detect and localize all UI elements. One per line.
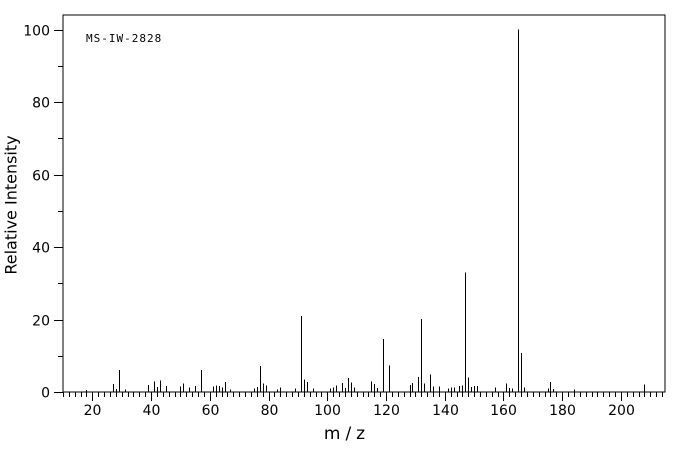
x-major-ticks	[92, 392, 622, 401]
y-tick-label: 0	[41, 386, 50, 402]
x-tick-label: 200	[608, 403, 635, 419]
y-major-ticks	[54, 30, 63, 393]
y-tick-label: 60	[32, 169, 50, 185]
x-tick-label: 80	[261, 403, 279, 419]
x-tick-label: 40	[143, 403, 161, 419]
x-tick-label: 60	[202, 403, 220, 419]
x-tick-label: 180	[549, 403, 576, 419]
peaks	[86, 29, 645, 392]
y-minor-ticks	[58, 66, 63, 357]
y-tick-label: 40	[32, 241, 50, 257]
y-tick-label: 80	[32, 96, 50, 112]
x-tick-label: 20	[84, 403, 102, 419]
y-tick-label: 20	[32, 314, 50, 330]
x-minor-ticks	[63, 392, 663, 397]
x-tick-label: 120	[373, 403, 400, 419]
x-tick-labels: 20 40 60 80 100 120 140 160 180 200	[84, 403, 635, 419]
y-axis-title: Relative Intensity	[1, 135, 21, 275]
x-tick-label: 140	[432, 403, 459, 419]
y-tick-label: 100	[23, 24, 50, 40]
x-axis-title: m/z	[323, 424, 371, 444]
y-tick-labels: 0 20 40 60 80 100	[23, 24, 50, 402]
spectrum-id-label: MS-IW-2828	[86, 32, 163, 45]
x-tick-label: 100	[314, 403, 341, 419]
plot-frame	[62, 14, 666, 393]
x-tick-label: 160	[490, 403, 517, 419]
